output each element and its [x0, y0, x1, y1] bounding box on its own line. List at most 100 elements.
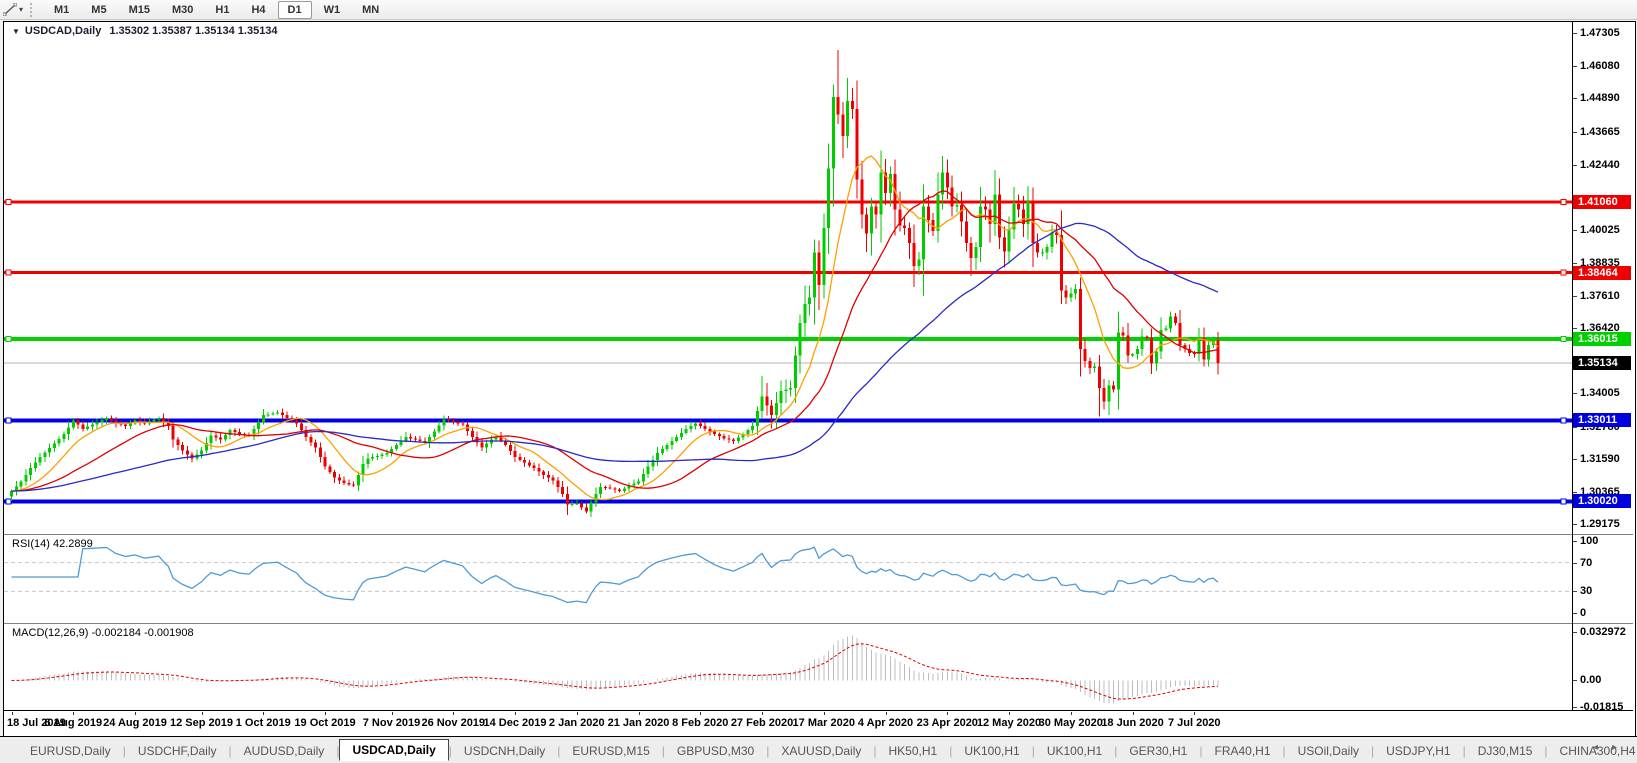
- date-tick-mark: [947, 712, 949, 715]
- pane-separator[interactable]: [4, 623, 1633, 624]
- date-label: 4 Apr 2020: [857, 717, 914, 729]
- moving-average-0: [11, 155, 1219, 501]
- ohlc-values: 1.35302 1.35387 1.35134 1.35134: [109, 25, 278, 37]
- chart-tab-gbpusd-m30[interactable]: GBPUSD,M30: [676, 743, 755, 758]
- chart-tab-ger30-h1[interactable]: GER30,H1: [1129, 743, 1188, 758]
- date-label: 1 Oct 2019: [235, 717, 291, 729]
- rsi-pane[interactable]: [4, 535, 1572, 623]
- timeframe-button-d1[interactable]: D1: [277, 0, 312, 19]
- price-tick-label: 1.47305: [1580, 26, 1620, 39]
- date-tick-mark: [73, 712, 75, 715]
- macd-axis-label: 0.00: [1580, 674, 1602, 687]
- moving-average-1: [11, 190, 1219, 492]
- date-label: 18 Jun 2020: [1101, 717, 1164, 729]
- horizontal-line[interactable]: [4, 498, 1572, 505]
- date-tick-mark: [11, 712, 13, 715]
- chart-tab-eurusd-daily[interactable]: EURUSD,Daily: [30, 743, 111, 758]
- date-label: 30 May 2020: [1038, 717, 1103, 729]
- price-chart-pane[interactable]: [4, 22, 1572, 534]
- timeframe-button-mn[interactable]: MN: [362, 3, 380, 16]
- date-label: 12 Sep 2019: [170, 717, 233, 729]
- chart-tab-usdchf-daily[interactable]: USDCHF,Daily: [137, 743, 217, 758]
- timeframe-button-m15[interactable]: M15: [128, 3, 150, 16]
- trendline-tool-icon[interactable]: [1, 2, 19, 17]
- timeframe-button-m1[interactable]: M1: [54, 3, 70, 16]
- price-tick-label: 1.34005: [1580, 387, 1620, 400]
- tab-separator: |: [228, 743, 232, 758]
- timeframe-button-m30[interactable]: M30: [171, 3, 194, 16]
- timeframe-buttons: M1 M5 M15 M30 H1 H4 D1 W1 MN: [43, 0, 390, 19]
- rsi-axis-label: 0: [1580, 607, 1587, 619]
- price-tick-mark: [1573, 458, 1577, 460]
- chart-window[interactable]: ▼ USDCAD,Daily 1.35302 1.35387 1.35134 1.3…: [3, 21, 1636, 737]
- tab-separator: |: [1199, 743, 1203, 758]
- chart-tab-audusd-daily[interactable]: AUDUSD,Daily: [243, 743, 325, 758]
- symbol-dropdown-icon[interactable]: ▼: [12, 27, 20, 36]
- tab-separator: |: [122, 743, 126, 758]
- timeframe-button-m5[interactable]: M5: [91, 3, 107, 16]
- macd-axis-label: -0.01815: [1580, 701, 1624, 714]
- price-tick-mark: [1573, 262, 1577, 264]
- price-tick-label: 1.36420: [1580, 321, 1620, 334]
- chart-tab-dj30-m15[interactable]: DJ30,M15: [1477, 743, 1533, 758]
- timeframe-button-h4[interactable]: H4: [251, 3, 266, 16]
- chart-tab-usoil-daily[interactable]: USOil,Daily: [1297, 743, 1359, 758]
- chart-tab-uk100-h1[interactable]: UK100,H1: [964, 743, 1020, 758]
- chart-tab-uk100-h1[interactable]: UK100,H1: [1046, 743, 1103, 758]
- chart-tab-eurusd-m15[interactable]: EURUSD,M15: [572, 743, 650, 758]
- tab-scroll-left-icon[interactable]: ◂: [1592, 742, 1612, 753]
- chart-tab-xauusd-daily[interactable]: XAUUSD,Daily: [781, 743, 862, 758]
- tool-dropdown-caret-icon[interactable]: ▾: [19, 5, 24, 14]
- toolbar-grip[interactable]: [30, 2, 35, 17]
- date-tick-mark: [1132, 712, 1134, 715]
- price-axis-border: [1572, 22, 1573, 711]
- tab-scroll-right-icon[interactable]: ▸: [1611, 742, 1631, 753]
- timeframe-button-w1[interactable]: W1: [323, 3, 341, 16]
- date-tick-mark: [515, 712, 516, 715]
- price-tick-label: 1.43665: [1580, 125, 1620, 138]
- price-tick-label: 1.38835: [1580, 256, 1620, 269]
- date-label: 12 May 2020: [976, 717, 1042, 729]
- chart-tab-usdjpy-h1[interactable]: USDJPY,H1: [1386, 743, 1451, 758]
- date-tick-mark: [1070, 712, 1072, 715]
- date-label: 19 Oct 2019: [294, 717, 356, 729]
- price-level-badge: 1.33011: [1573, 413, 1631, 428]
- rsi-tick-mark: [1573, 541, 1577, 542]
- rsi-axis-label: 100: [1580, 535, 1599, 547]
- chart-tab-usdcad-daily[interactable]: USDCAD,Daily: [339, 739, 449, 761]
- chart-tab-china300-h4[interactable]: CHINA300,H4: [1559, 743, 1636, 758]
- tab-scroll-arrows[interactable]: ◂▸: [1593, 742, 1631, 753]
- macd-pane[interactable]: [4, 624, 1572, 710]
- chart-tab-usdcnh-daily[interactable]: USDCNH,Daily: [463, 743, 546, 758]
- price-level-badge: 1.30020: [1573, 494, 1631, 509]
- date-tick-mark: [391, 712, 393, 715]
- chart-title: ▼ USDCAD,Daily 1.35302 1.35387 1.35134 1.3…: [12, 25, 278, 37]
- date-label: 17 Mar 2020: [792, 717, 855, 729]
- macd-axis-label: 0.032972: [1580, 626, 1626, 638]
- date-tick-mark: [1194, 712, 1196, 715]
- rsi-line: [11, 546, 1219, 604]
- symbol-name: USDCAD,Daily: [24, 25, 102, 37]
- timeframe-button-h1[interactable]: H1: [215, 3, 230, 16]
- horizontal-line[interactable]: [4, 199, 1572, 206]
- tab-separator: |: [873, 743, 877, 758]
- price-tick-mark: [1573, 230, 1577, 232]
- tab-separator: |: [1114, 743, 1118, 758]
- date-axis[interactable]: 18 Jul 2019 6 Aug 2019 24 Aug 2019 12 Sep 2…: [4, 712, 1633, 734]
- price-tick-mark: [1573, 66, 1577, 68]
- horizontal-line[interactable]: [4, 417, 1572, 424]
- chart-tab-hk50-h1[interactable]: HK50,H1: [888, 743, 938, 758]
- price-axis[interactable]: 1.47305 1.46080 1.44890 1.43665 1.42440 1.400…: [1573, 22, 1633, 714]
- chart-tab-fra40-h1[interactable]: FRA40,H1: [1214, 743, 1271, 758]
- rsi-axis-label: 70: [1580, 556, 1593, 569]
- pane-separator[interactable]: [4, 534, 1633, 535]
- date-label: 8 Feb 2020: [672, 717, 729, 729]
- horizontal-line[interactable]: [4, 269, 1572, 276]
- horizontal-line[interactable]: [4, 335, 1572, 342]
- date-tick-mark: [201, 712, 203, 715]
- price-tick-label: 1.40025: [1580, 224, 1620, 237]
- rsi-axis-label: 30: [1580, 585, 1593, 598]
- date-label: 21 Jan 2020: [607, 717, 670, 729]
- rsi-tick-mark: [1573, 613, 1577, 614]
